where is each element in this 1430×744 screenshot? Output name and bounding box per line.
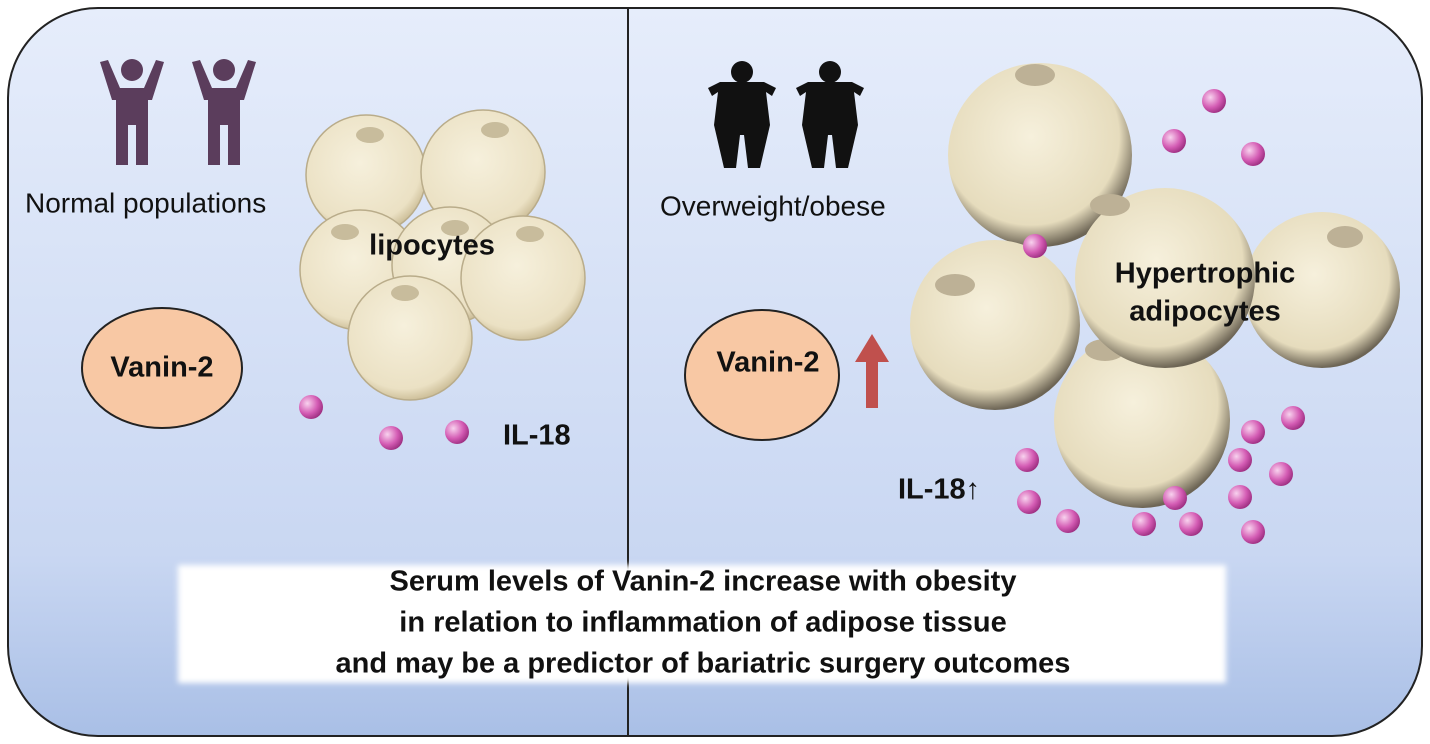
vanin-ellipse bbox=[81, 307, 243, 429]
cell-label: Hypertrophic bbox=[1115, 258, 1295, 290]
group-label: Overweight/obese bbox=[660, 190, 886, 221]
caption-line: and may be a predictor of bariatric surg… bbox=[336, 648, 1071, 680]
marker-label: Vanin-2 bbox=[110, 352, 213, 384]
group-label: Normal populations bbox=[25, 187, 266, 218]
cytokine-label: IL-18↑ bbox=[898, 474, 980, 506]
caption-line: Serum levels of Vanin-2 increase with ob… bbox=[390, 566, 1017, 598]
lipocytes bbox=[299, 109, 586, 401]
marker-label: Vanin-2 bbox=[716, 347, 819, 379]
caption-box bbox=[178, 565, 1226, 683]
cytokine-label: IL-18 bbox=[503, 420, 571, 452]
hypertrophic-adipocytes bbox=[910, 63, 1400, 508]
normal-people bbox=[100, 59, 256, 165]
cell-label: adipocytes bbox=[1129, 296, 1281, 328]
increase-arrow bbox=[855, 334, 889, 408]
caption-line: in relation to inflammation of adipose t… bbox=[399, 607, 1006, 639]
il18-dots bbox=[299, 89, 1305, 544]
obese-people bbox=[708, 61, 864, 168]
cell-label: lipocytes bbox=[369, 230, 495, 262]
vanin-ellipse bbox=[684, 309, 840, 441]
